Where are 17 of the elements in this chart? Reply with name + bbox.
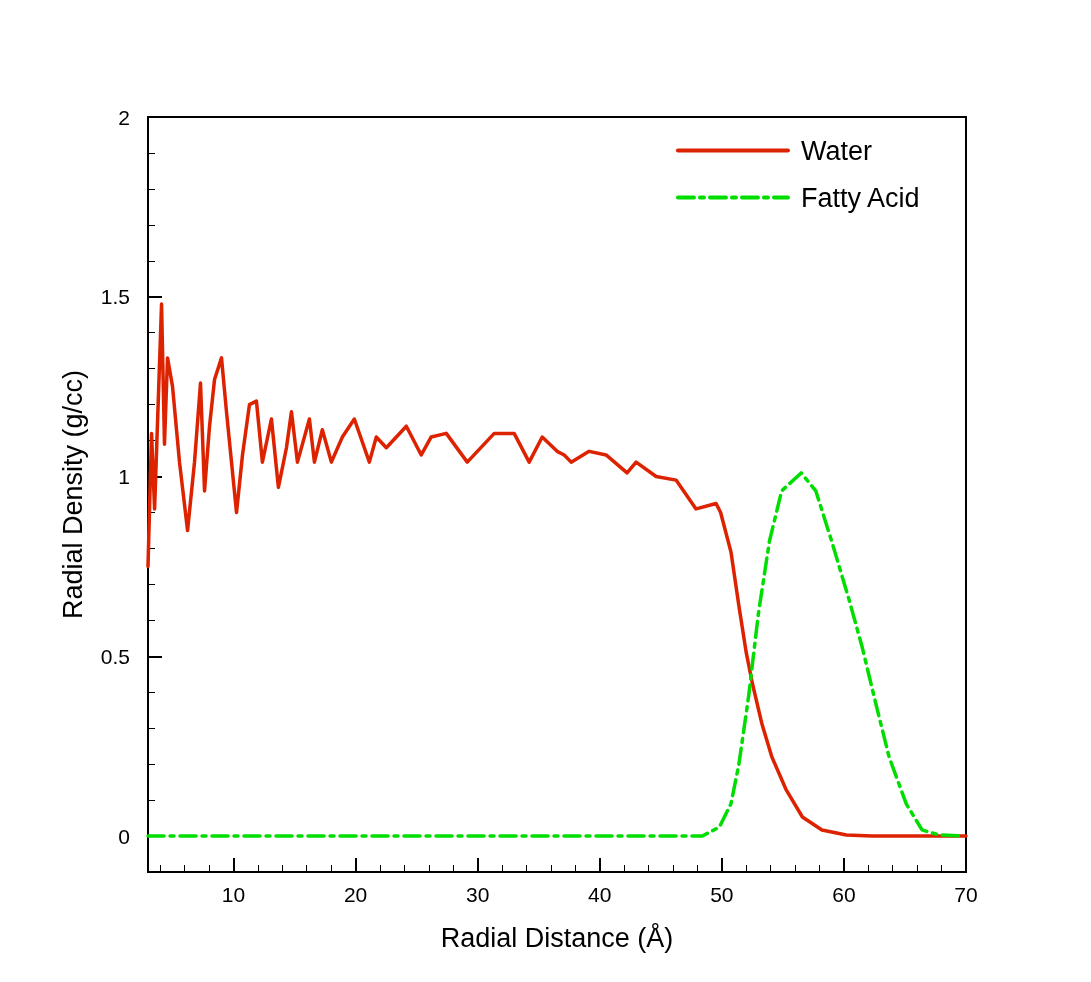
y-tick-label: 1 <box>118 465 130 489</box>
y-tick-label: 0.5 <box>100 644 130 668</box>
y-tick-label: 0 <box>118 824 130 848</box>
x-tick-label: 70 <box>954 883 978 906</box>
x-tick-label: 10 <box>221 883 246 906</box>
legend-label: Water <box>800 135 872 166</box>
x-axis-title: Radial Distance (Å) <box>440 921 674 953</box>
x-tick-label: 50 <box>710 883 734 906</box>
y-tick-label: 2 <box>118 105 130 129</box>
x-tick-label: 40 <box>588 883 612 906</box>
legend-label: Fatty Acid <box>800 182 920 213</box>
line-series <box>146 302 968 838</box>
x-tick-label: 20 <box>343 883 368 906</box>
y-tick-label: 1.5 <box>100 285 130 309</box>
x-tick-label: 30 <box>465 883 490 906</box>
x-tick-label: 60 <box>832 883 856 906</box>
y-axis-title: Radial Density (g/cc) <box>57 369 88 620</box>
